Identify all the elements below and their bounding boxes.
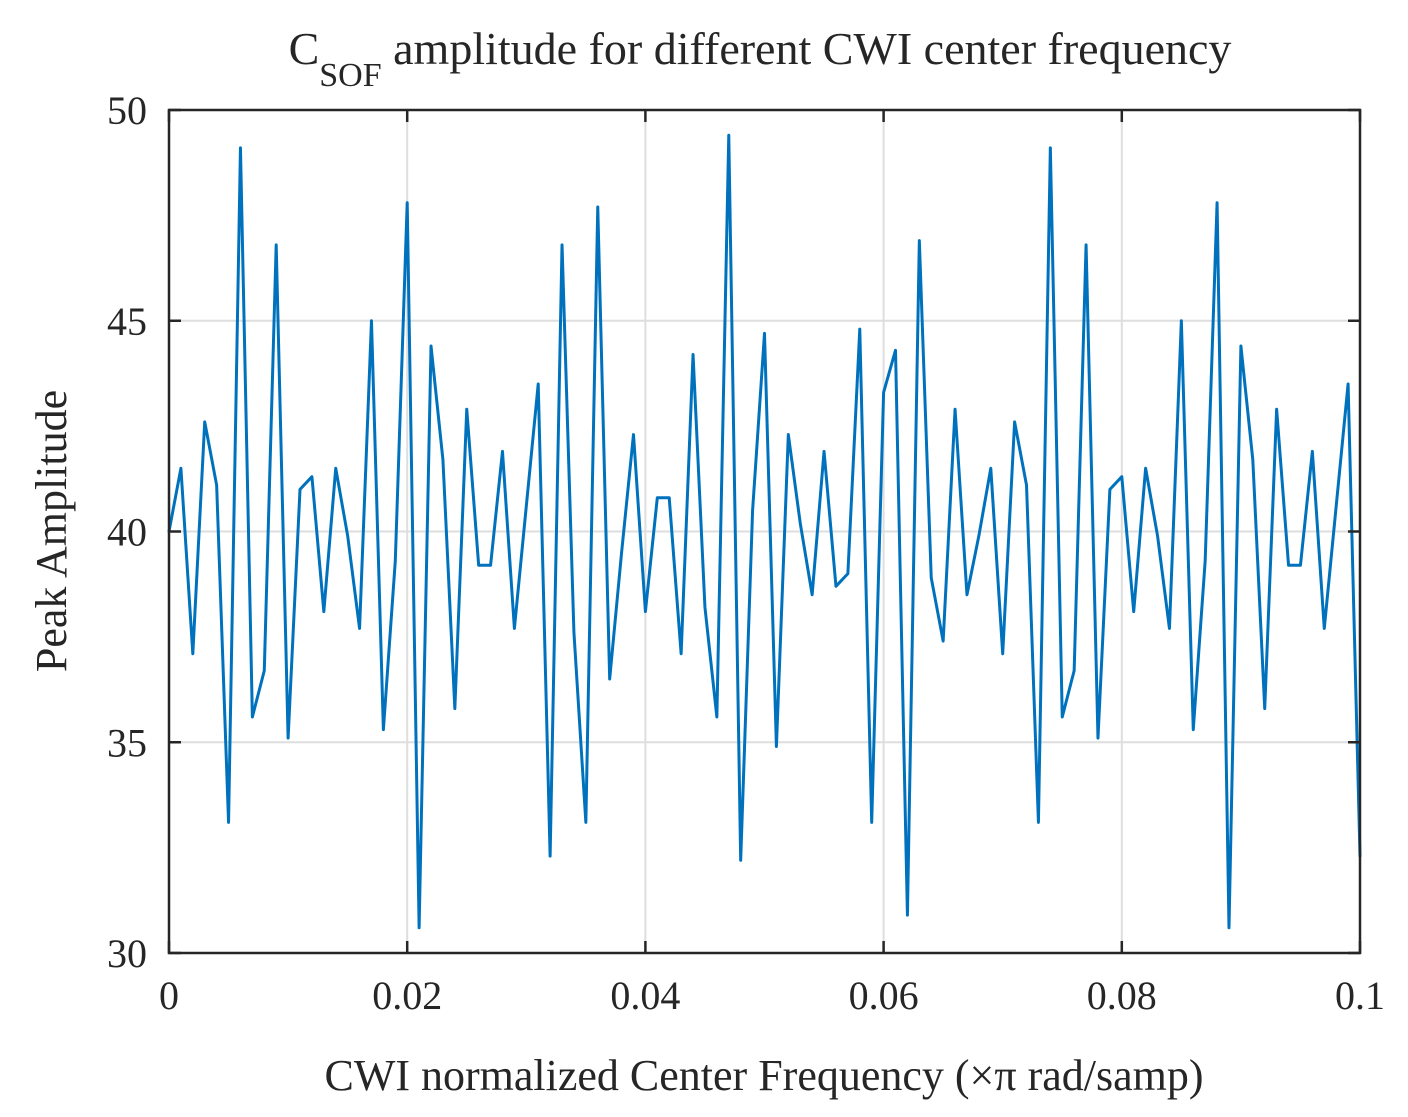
chart-title-main: C	[289, 23, 320, 74]
y-tick-label: 30	[107, 931, 147, 976]
y-tick-labels: 30 35 40 45 50	[107, 88, 147, 976]
x-axis-label: CWI normalized Center Frequency (×π rad/…	[324, 1051, 1203, 1100]
x-tick-label: 0.1	[1335, 973, 1385, 1018]
x-tick-label: 0.04	[610, 973, 680, 1018]
chart-title: CSOF amplitude for different CWI center …	[289, 23, 1232, 94]
x-tick-labels: 0 0.02 0.04 0.06 0.08 0.1	[159, 973, 1385, 1018]
chart-title-rest: amplitude for different CWI center frequ…	[382, 23, 1232, 74]
chart-title-subscript: SOF	[319, 57, 381, 94]
y-tick-label: 35	[107, 720, 147, 765]
series-line	[167, 133, 1362, 930]
y-tick-label: 50	[107, 88, 147, 133]
series-group	[167, 133, 1362, 930]
x-tick-label: 0.08	[1087, 973, 1157, 1018]
x-tick-label: 0.02	[372, 973, 442, 1018]
x-tick-label: 0	[159, 973, 179, 1018]
tick-marks	[167, 108, 1362, 955]
y-tick-label: 40	[107, 510, 147, 555]
x-tick-label: 0.06	[849, 973, 919, 1018]
y-tick-label: 45	[107, 299, 147, 344]
y-axis-label: Peak Amplitude	[27, 390, 76, 672]
